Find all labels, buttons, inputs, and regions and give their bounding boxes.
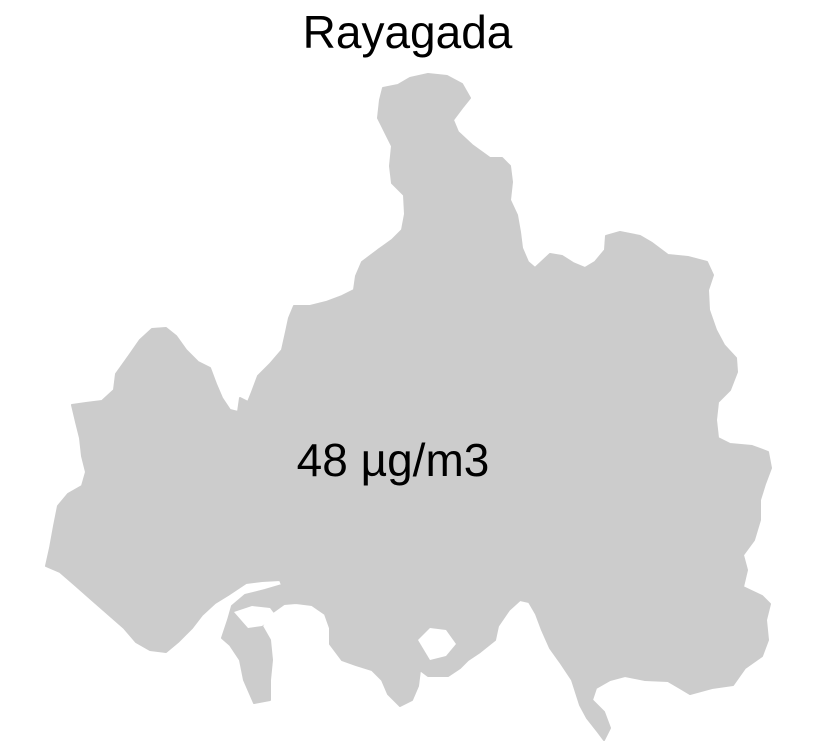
inner-gap-south bbox=[418, 628, 456, 660]
district-region-rayagada bbox=[45, 73, 772, 741]
value-label: 48 µg/m3 bbox=[296, 434, 490, 486]
inner-gap-west bbox=[234, 606, 276, 628]
map-title: Rayagada bbox=[302, 6, 513, 58]
